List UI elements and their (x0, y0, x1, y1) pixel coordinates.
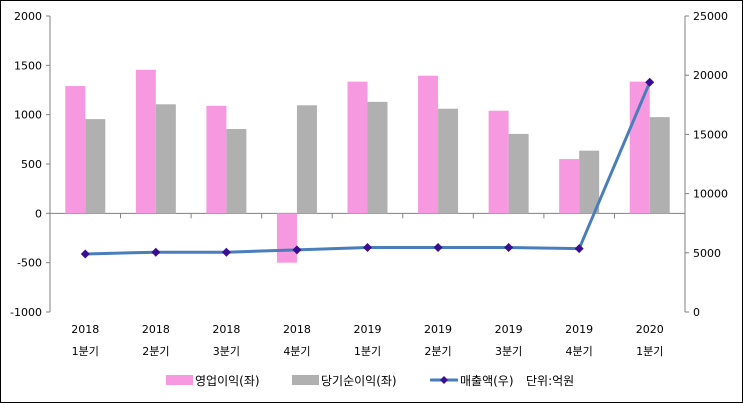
bar-operating-profit (65, 86, 86, 214)
bar-net-income (649, 117, 670, 214)
right-tick-label: 25000 (693, 10, 728, 23)
bar-net-income (226, 128, 247, 214)
bar-operating-profit (629, 81, 650, 214)
category-quarter-label: 3분기 (495, 345, 522, 358)
category-year-label: 2019 (424, 323, 452, 336)
bar-operating-profit (135, 69, 156, 214)
legend-label-operating-profit: 영업이익(좌) (195, 374, 260, 388)
category-quarter-label: 4분기 (283, 345, 310, 358)
category-quarter-label: 3분기 (213, 345, 240, 358)
left-tick-label: 2000 (14, 10, 42, 23)
right-tick-label: 5000 (693, 247, 721, 260)
bar-net-income (155, 104, 176, 214)
bar-net-income (367, 101, 388, 214)
bar-operating-profit (206, 105, 227, 214)
legend-swatch-net-income (292, 375, 319, 385)
left-tick-label: 1500 (14, 59, 42, 72)
revenue-marker (221, 247, 231, 257)
legend-label-net-income: 당기순이익(좌) (321, 374, 397, 388)
category-year-label: 2019 (354, 323, 382, 336)
bar-net-income (296, 105, 317, 214)
revenue-marker (80, 249, 90, 259)
bar-net-income (438, 108, 459, 214)
left-tick-label: 0 (35, 207, 42, 220)
revenue-marker (645, 77, 655, 87)
legend-marker-revenue (440, 376, 448, 384)
bar-operating-profit (347, 81, 368, 214)
category-quarter-label: 1분기 (636, 345, 663, 358)
bar-operating-profit (418, 75, 439, 214)
category-quarter-label: 2분기 (142, 345, 169, 358)
category-year-label: 2019 (565, 323, 593, 336)
category-quarter-label: 4분기 (566, 345, 593, 358)
category-quarter-label: 2분기 (424, 345, 451, 358)
revenue-marker (574, 244, 584, 254)
category-year-label: 2018 (71, 323, 99, 336)
revenue-marker (433, 242, 443, 252)
category-year-label: 2018 (212, 323, 240, 336)
bar-net-income (579, 150, 600, 214)
revenue-marker (363, 242, 372, 252)
unit-note: 단위:억원 (526, 374, 574, 388)
revenue-marker (151, 247, 161, 257)
legend-swatch-operating-profit (166, 375, 193, 385)
category-quarter-label: 1분기 (354, 345, 381, 358)
category-quarter-label: 1분기 (72, 345, 99, 358)
revenue-marker (504, 242, 514, 252)
right-tick-label: 0 (693, 306, 700, 319)
category-year-label: 2018 (142, 323, 170, 336)
left-tick-label: 1000 (14, 109, 42, 122)
category-year-label: 2020 (636, 323, 664, 336)
bar-net-income (85, 119, 106, 214)
bar-net-income (508, 133, 529, 214)
category-year-label: 2018 (283, 323, 311, 336)
right-tick-label: 10000 (693, 188, 728, 201)
left-tick-label: -1000 (10, 306, 42, 319)
bar-operating-profit (559, 159, 580, 214)
left-tick-label: 500 (21, 158, 42, 171)
legend-label-revenue: 매출액(우) (460, 374, 514, 388)
right-tick-label: 15000 (693, 128, 728, 141)
bar-operating-profit (488, 110, 509, 214)
revenue-marker (292, 245, 302, 255)
left-tick-label: -500 (17, 257, 42, 270)
right-tick-label: 20000 (693, 69, 728, 82)
category-year-label: 2019 (495, 323, 523, 336)
bar-operating-profit (276, 213, 297, 263)
